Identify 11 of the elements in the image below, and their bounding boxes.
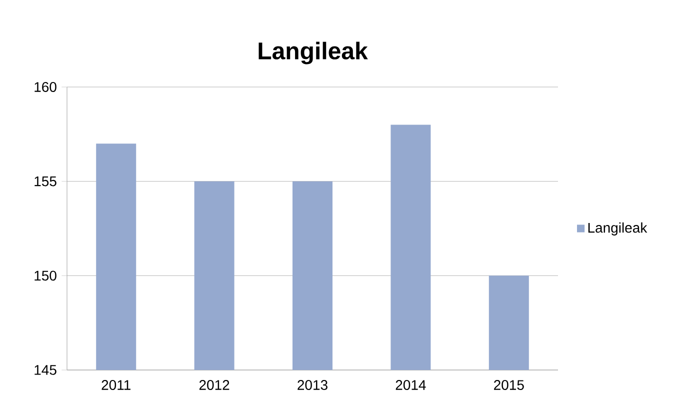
legend-label: Langileak (588, 222, 648, 236)
y-tick-label: 150 (34, 270, 56, 281)
x-tick-label: 2011 (102, 380, 130, 390)
y-tick-label: 160 (34, 82, 56, 92)
y-tick-label: 145 (34, 365, 56, 375)
x-tick-label: 2012 (199, 380, 230, 390)
x-tick-label: 2015 (494, 380, 524, 390)
chart-title: Langileak (258, 42, 368, 64)
y-tick-label: 155 (34, 176, 56, 186)
x-tick-label: 2013 (298, 380, 328, 390)
x-tick-label: 2014 (396, 380, 426, 390)
